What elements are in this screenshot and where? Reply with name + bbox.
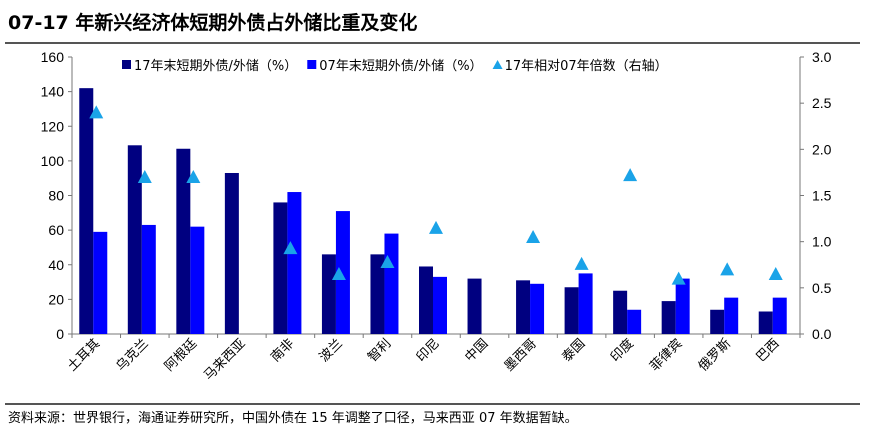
ratio-marker [331, 266, 346, 280]
y-tick-label: 120 [41, 118, 65, 134]
bar-07 [190, 226, 205, 334]
x-tick-label: 南非 [268, 336, 298, 366]
y-tick-label: 0 [56, 326, 64, 342]
bar-17 [613, 290, 628, 334]
ratio-marker [429, 220, 443, 234]
bar-17 [127, 145, 142, 334]
chart-title: 07-17 年新兴经济体短期外债占外储比重及变化 [8, 12, 418, 34]
x-tick-label: 乌克兰 [113, 336, 152, 375]
x-tick-label: 菲律宾 [647, 336, 686, 375]
x-tick-label: 墨西哥 [502, 336, 540, 374]
y2-tick-label: 0.5 [812, 280, 832, 296]
bar-17 [79, 88, 94, 334]
ratio-marker [89, 105, 104, 119]
legend-label: 17年相对07年倍数（右轴） [505, 59, 668, 74]
ratio-marker [283, 241, 298, 255]
bottom-divider [5, 403, 860, 405]
x-tick-label: 巴西 [754, 336, 783, 365]
ratio-marker [186, 170, 201, 184]
x-tick-label: 智利 [365, 336, 394, 365]
bar-07 [287, 192, 302, 334]
y2-tick-label: 2.5 [812, 95, 832, 111]
x-tick-label: 中国 [462, 336, 491, 365]
bar-17 [224, 172, 239, 334]
bar-17 [321, 254, 336, 334]
y-tick-label: 20 [48, 291, 64, 307]
x-tick-label: 印度 [607, 336, 637, 366]
y-tick-label: 40 [48, 257, 64, 273]
y2-tick-label: 3.0 [812, 49, 832, 65]
bar-07 [724, 297, 739, 334]
bar-17 [564, 287, 579, 334]
source-note: 资料来源：世界银行，海通证券研究所，中国外债在 15 年调整了口径，马来西亚 0… [8, 411, 578, 426]
bar-17 [661, 301, 676, 334]
ratio-marker [137, 170, 152, 184]
y-tick-label: 60 [48, 222, 64, 238]
x-tick-label: 俄罗斯 [696, 336, 734, 374]
y-tick-label: 160 [41, 49, 65, 65]
y2-tick-label: 2.0 [812, 141, 832, 157]
bar-07 [530, 283, 545, 334]
x-tick-label: 土耳其 [65, 336, 103, 374]
bar-07 [772, 297, 787, 334]
x-tick-label: 阿根廷 [162, 336, 200, 374]
legend-label: 07年末短期外债/外储（%） [319, 59, 482, 74]
bar-07 [335, 211, 350, 334]
ratio-marker [671, 271, 686, 285]
y-tick-label: 100 [41, 153, 65, 169]
y-tick-label: 140 [41, 84, 65, 100]
legend-swatch [307, 60, 317, 69]
x-tick-label: 泰国 [559, 336, 588, 365]
y2-tick-label: 1.0 [812, 234, 832, 250]
bar-07 [141, 224, 156, 334]
bar-17 [273, 202, 288, 334]
y2-tick-label: 1.5 [812, 188, 832, 204]
bar-07 [93, 231, 108, 334]
x-tick-label: 印尼 [414, 336, 443, 365]
legend-label: 17年末短期外债/外储（%） [134, 59, 297, 74]
bar-07 [627, 309, 642, 334]
ratio-marker [574, 256, 589, 270]
ratio-marker [768, 266, 783, 280]
ratio-marker [380, 254, 395, 268]
bar-17 [176, 148, 191, 334]
ratio-marker [526, 230, 541, 244]
bar-17 [370, 254, 385, 334]
ratio-marker [623, 168, 638, 182]
bar-17 [710, 309, 725, 334]
ratio-marker [720, 262, 735, 276]
y-tick-label: 80 [48, 188, 64, 204]
x-tick-label: 波兰 [317, 336, 346, 365]
legend-swatch [122, 60, 131, 69]
bar-17 [467, 278, 482, 334]
legend-marker [492, 60, 503, 69]
bar-17 [419, 266, 433, 334]
bar-07 [675, 278, 690, 334]
bar-07 [433, 276, 447, 334]
bar-17 [758, 311, 773, 334]
bar-07 [384, 233, 399, 334]
y2-tick-label: 0.0 [812, 326, 832, 342]
bar-07 [578, 273, 593, 334]
x-tick-label: 马来西亚 [201, 336, 248, 383]
top-divider [5, 42, 860, 44]
bar-17 [516, 280, 531, 334]
